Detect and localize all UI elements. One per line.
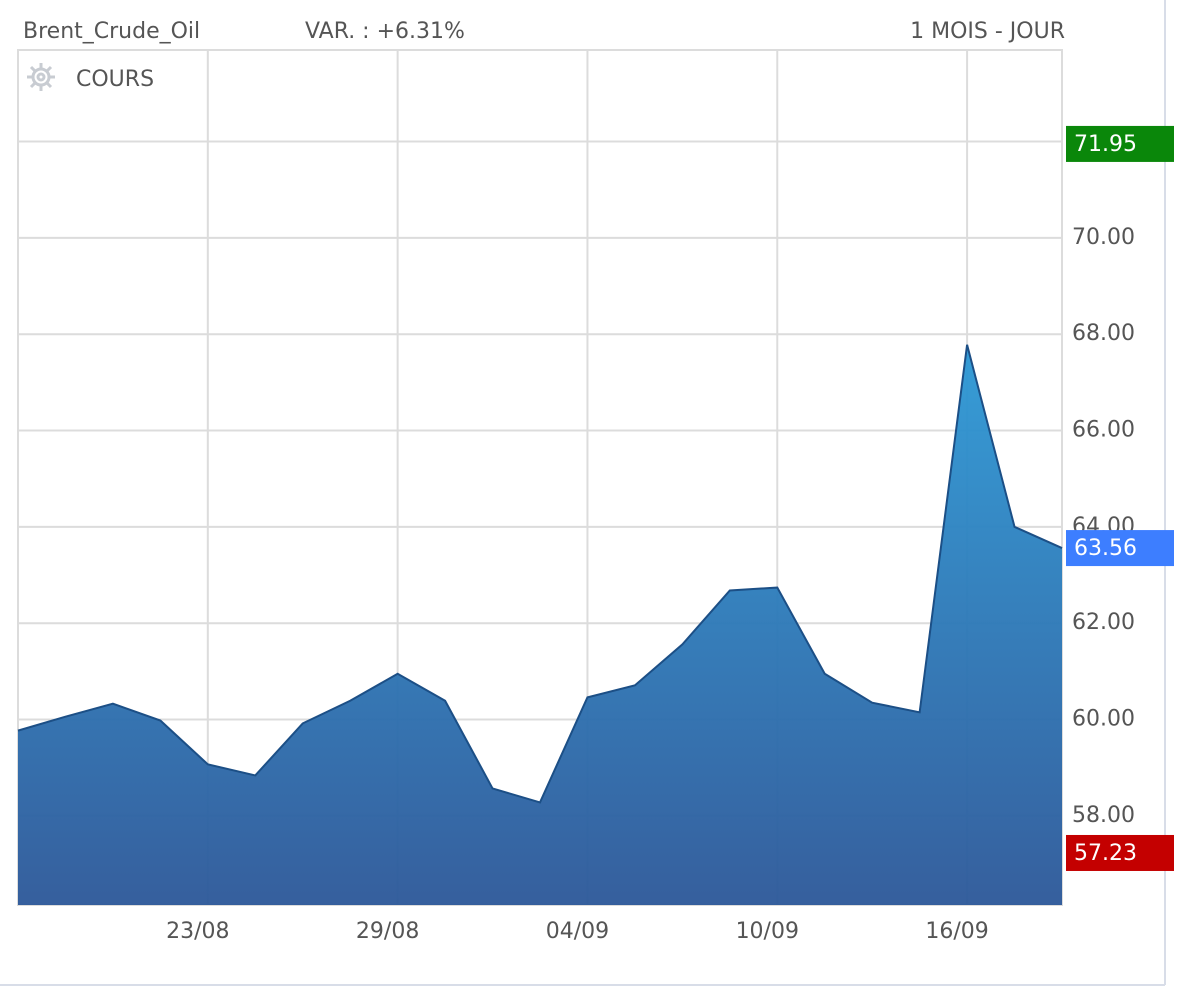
y-tick-label: 58.00 xyxy=(1072,803,1135,828)
price-badge xyxy=(1066,834,1174,871)
period: 1 MOIS - JOUR xyxy=(910,19,1065,44)
variation: VAR. : +6.31% xyxy=(305,19,465,44)
line xyxy=(17,344,1063,804)
price-badge xyxy=(1066,530,1174,567)
y-tick-label: 70.00 xyxy=(1072,225,1135,250)
gear-icon xyxy=(27,63,55,91)
x-tick-label: 29/08 xyxy=(356,919,419,944)
x-tick-label: 10/09 xyxy=(736,919,799,944)
price-badge-label: 71.95 xyxy=(1074,132,1137,157)
y-tick-label: 66.00 xyxy=(1072,418,1135,443)
x-tick-label: 23/08 xyxy=(166,919,229,944)
y-tick-label: 62.00 xyxy=(1072,610,1135,635)
price-badge-label: 63.56 xyxy=(1074,536,1137,561)
price-badge-label: 57.23 xyxy=(1074,841,1137,866)
x-tick-label: 04/09 xyxy=(546,919,609,944)
chart-title: Brent_Crude_Oil xyxy=(23,19,200,44)
y-tick-label: 68.00 xyxy=(1072,321,1135,346)
price-badge xyxy=(1066,125,1174,162)
area xyxy=(18,344,1062,905)
x-tick-label: 16/09 xyxy=(925,919,988,944)
y-tick-label: 60.00 xyxy=(1072,707,1135,732)
series-label: COURS xyxy=(76,67,154,92)
